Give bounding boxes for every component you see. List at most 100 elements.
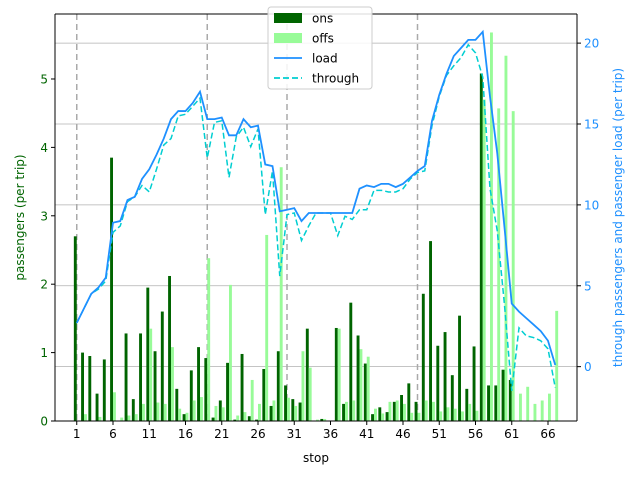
ons-bar [450,375,454,421]
ons-bar [479,73,483,421]
offs-bar [468,403,472,421]
offs-bar [265,234,269,421]
ons-bar [233,419,237,421]
offs-bar [301,351,305,421]
x-axis-label: stop [303,451,329,465]
offs-bar [359,349,363,421]
offs-bar [417,412,421,421]
ons-bar [392,401,396,421]
ons-bar [247,416,251,421]
through-line [76,43,556,391]
offs-bar [192,400,196,421]
ons-bar [81,352,84,421]
legend: ons offs load through [267,6,373,90]
ons-bar [102,359,106,421]
legend-label-offs: offs [312,32,334,46]
ons-bar [153,351,157,421]
ons-bar [400,395,403,421]
offs-bar [446,407,450,421]
ons-bar [443,332,447,421]
ons-bar [218,400,222,421]
offs-bar [243,412,247,421]
offs-bar [308,367,312,421]
offs-bar [236,415,240,421]
offs-bar [497,108,501,421]
ons-bar [421,293,425,421]
ons-bar [226,362,229,421]
y-left-tick-label: 1 [40,346,48,360]
offs-bar [395,400,399,421]
offs-bar [388,401,392,421]
x-tick-label: 21 [214,427,229,441]
offs-bar [163,403,167,421]
ons-bar [160,311,164,421]
offs-bar [294,405,298,421]
ons-bar [189,370,193,421]
x-tick-label: 11 [142,427,157,441]
ons-bar [407,383,411,421]
offs-bar [475,410,479,421]
ons-bar [487,385,490,421]
ons-bar [240,353,244,421]
y-left-tick-label: 4 [40,141,48,155]
y-left-axis-label: passengers (per trip) [13,154,27,280]
x-tick-label: 51 [432,427,447,441]
ons-bar [501,369,505,421]
y-left-tick-label: 0 [40,415,48,429]
x-tick-label: 61 [504,427,519,441]
y-right-tick-label: 5 [584,279,592,293]
offs-bar [214,405,218,421]
legend-swatch-ons [274,13,302,23]
ons-bar [305,328,309,421]
offs-bar [200,397,203,421]
legend-box [267,6,373,90]
offs-bar [207,258,211,421]
offs-bar [221,407,225,421]
ons-bar [349,302,353,421]
ons-bar [175,388,179,421]
offs-bar [113,392,116,421]
ons-bar [363,363,367,421]
ons-bar [131,399,135,421]
ons-bar [508,379,512,421]
ons-bar [284,385,287,421]
x-tick-label: 46 [395,427,410,441]
offs-bar [171,347,174,421]
ons-bar [414,401,418,421]
ons-bar [255,419,258,421]
offs-bar [555,310,559,421]
offs-bar [178,408,182,421]
ons-bar [197,347,200,421]
ons-bar [465,388,469,421]
x-tick-label: 16 [178,427,193,441]
ons-bar [436,345,440,421]
offs-bar [381,413,385,421]
y-right-axis-label: through passengers and passenger load (p… [611,68,625,367]
x-tick-label: 66 [540,427,555,441]
offs-bar [185,412,189,421]
offs-bar [229,284,232,421]
axis-layer: 1 6 11 16 21 26 31 36 41 46 51 56 61 6601234505101520… [13,13,625,465]
load-line [75,29,557,366]
ons-bar [385,412,389,421]
ons-bar [378,407,382,421]
y-right-tick-label: 0 [584,360,592,374]
ons-bar [342,403,345,421]
ons-bar [269,405,273,421]
ons-bar [95,393,99,421]
legend-swatch-offs [274,33,302,43]
offs-bar [439,411,443,421]
offs-bar [323,418,327,421]
x-tick-label: 31 [287,427,302,441]
ons-bar [334,327,338,421]
ons-bar [204,358,208,421]
x-tick-label: 41 [359,427,374,441]
y-right-tick-label: 10 [584,198,599,212]
offs-bar [149,328,153,421]
offs-bar [120,417,124,421]
legend-label-load: load [312,52,338,66]
offs-bar [548,393,551,421]
ons-bar [73,236,77,421]
